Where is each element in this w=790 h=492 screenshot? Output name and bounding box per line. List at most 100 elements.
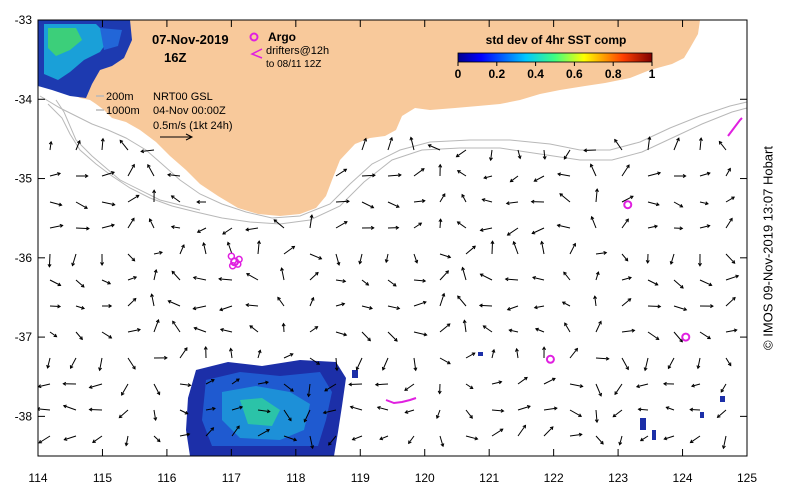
current-arrow bbox=[413, 253, 418, 264]
current-arrow bbox=[517, 149, 521, 159]
current-arrow bbox=[230, 348, 233, 359]
current-arrow-head bbox=[733, 328, 738, 333]
current-arrow-head bbox=[655, 336, 660, 340]
current-arrow bbox=[594, 296, 597, 307]
current-arrow bbox=[49, 331, 57, 338]
current-arrow bbox=[465, 352, 476, 359]
current-arrow bbox=[439, 253, 451, 258]
current-arrow bbox=[361, 201, 374, 209]
current-arrow bbox=[439, 357, 451, 365]
current-arrow-head bbox=[663, 381, 667, 386]
current-arrow bbox=[717, 409, 727, 418]
current-arrow bbox=[75, 227, 89, 230]
current-arrow-head bbox=[291, 245, 296, 250]
current-arrow-head bbox=[363, 137, 368, 142]
current-arrow bbox=[491, 381, 502, 385]
current-arrow bbox=[127, 329, 141, 333]
current-arrow bbox=[153, 383, 160, 395]
current-arrow-head bbox=[164, 355, 168, 360]
current-arrow-head bbox=[707, 335, 711, 340]
current-arrow-head bbox=[461, 193, 465, 198]
land-australia bbox=[38, 20, 700, 216]
current-arrow-head bbox=[605, 356, 610, 361]
current-arrow-head bbox=[266, 429, 271, 433]
current-arrow bbox=[179, 383, 191, 386]
current-arrow-head bbox=[498, 380, 503, 385]
current-arrow-head bbox=[334, 367, 339, 372]
current-arrow bbox=[335, 357, 338, 371]
current-arrow-head bbox=[427, 144, 432, 148]
current-arrow-head bbox=[381, 366, 386, 371]
current-arrow-head bbox=[111, 202, 116, 207]
current-arrow-head bbox=[488, 157, 493, 162]
current-arrow-head bbox=[84, 205, 88, 209]
current-arrow-head bbox=[245, 227, 250, 232]
current-arrow-head bbox=[203, 345, 208, 350]
current-arrow bbox=[541, 241, 545, 255]
current-arrow-head bbox=[446, 360, 451, 365]
current-arrow bbox=[205, 407, 216, 411]
current-arrow-head bbox=[445, 270, 450, 274]
current-arrow bbox=[283, 383, 294, 392]
current-arrow-head bbox=[156, 438, 161, 443]
current-arrow-head bbox=[413, 367, 418, 372]
current-arrow bbox=[309, 253, 322, 260]
current-arrow bbox=[246, 304, 259, 307]
current-arrow bbox=[718, 141, 727, 151]
current-arrow-head bbox=[542, 346, 547, 351]
current-arrow bbox=[273, 219, 285, 229]
current-arrow bbox=[439, 293, 445, 307]
current-arrow-head bbox=[624, 257, 629, 262]
current-arrow-head bbox=[342, 279, 347, 284]
current-arrow-head bbox=[718, 140, 723, 145]
current-arrow-head bbox=[612, 413, 617, 418]
x-tick-label: 115 bbox=[93, 471, 112, 485]
current-arrow-head bbox=[679, 226, 684, 231]
current-arrow bbox=[283, 435, 297, 441]
current-arrow-head bbox=[365, 282, 370, 286]
current-arrow-head bbox=[322, 410, 327, 415]
title-hour: 16Z bbox=[164, 50, 186, 65]
current-arrow-head bbox=[84, 174, 89, 178]
current-arrow-head bbox=[637, 407, 642, 412]
current-arrow bbox=[283, 409, 292, 421]
current-arrow-head bbox=[593, 295, 598, 300]
current-arrow-head bbox=[310, 296, 315, 301]
current-arrow-head bbox=[559, 193, 564, 197]
current-arrow-head bbox=[414, 259, 419, 264]
current-arrow-head bbox=[392, 282, 397, 287]
current-arrow-head bbox=[281, 322, 286, 327]
current-arrow-head bbox=[491, 348, 496, 353]
current-arrow-head bbox=[579, 384, 584, 388]
current-arrow-head bbox=[266, 409, 271, 414]
current-arrow-head bbox=[156, 391, 161, 396]
current-arrow bbox=[673, 331, 683, 343]
current-arrow bbox=[49, 305, 61, 308]
current-arrow bbox=[323, 409, 337, 414]
current-arrow bbox=[324, 383, 337, 392]
current-arrow bbox=[119, 409, 129, 419]
current-arrow-head bbox=[107, 280, 112, 285]
current-arrow-head bbox=[563, 155, 568, 160]
current-arrow bbox=[543, 407, 557, 411]
current-arrow bbox=[125, 435, 129, 446]
current-arrow-head bbox=[133, 275, 138, 280]
current-arrow bbox=[543, 426, 554, 437]
current-arrow bbox=[153, 269, 157, 281]
current-arrow-head bbox=[482, 325, 487, 329]
current-arrow bbox=[532, 276, 545, 281]
current-arrow-head bbox=[132, 365, 136, 370]
current-arrow-head bbox=[235, 378, 240, 382]
current-arrow-head bbox=[479, 228, 484, 232]
current-arrow bbox=[413, 331, 427, 336]
current-arrow bbox=[491, 349, 495, 359]
current-arrow bbox=[413, 222, 422, 229]
current-arrow-head bbox=[346, 199, 350, 204]
current-arrow-head bbox=[53, 333, 58, 338]
current-arrow bbox=[350, 406, 363, 411]
plot-frame bbox=[37, 19, 748, 457]
current-arrow-head bbox=[481, 198, 486, 202]
current-arrow-head bbox=[690, 383, 695, 388]
current-arrow bbox=[513, 241, 519, 255]
current-arrow-head bbox=[210, 427, 215, 431]
